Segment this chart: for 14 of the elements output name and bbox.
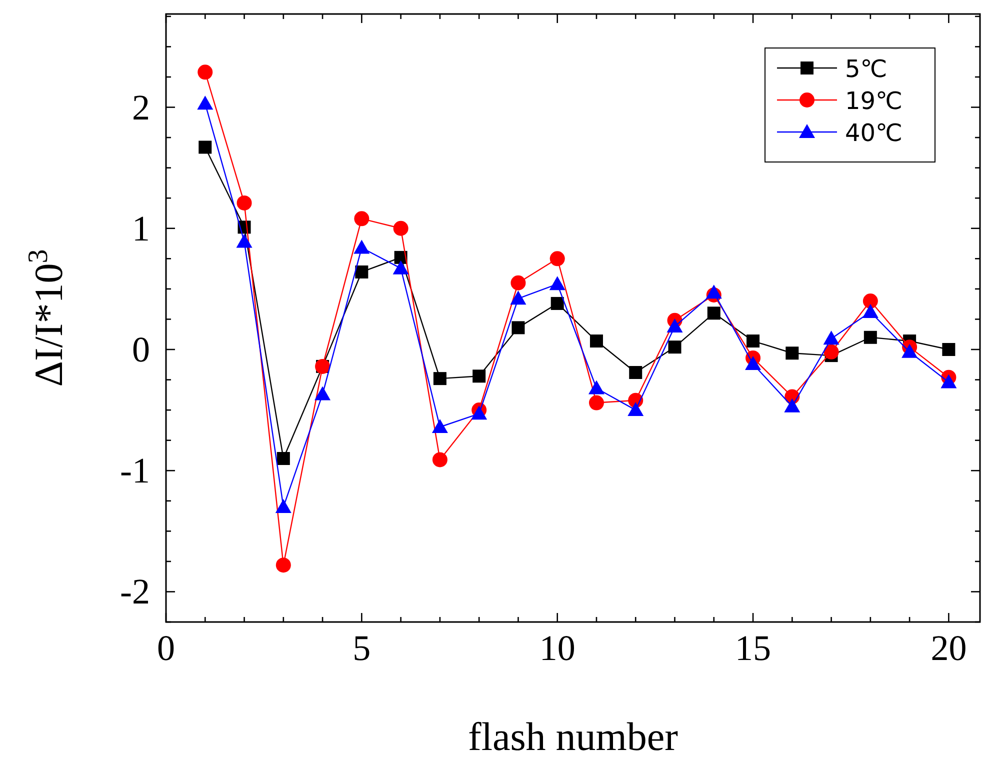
y-tick-label: 2: [132, 87, 150, 128]
y-tick-label: 1: [132, 208, 150, 248]
x-tick-label: 10: [539, 628, 576, 668]
y-tick-label: -2: [120, 572, 150, 612]
x-tick-label: 20: [930, 628, 967, 668]
y-tick-label: -1: [120, 450, 150, 491]
x-tick-label: 0: [157, 628, 175, 668]
x-tick-label: 15: [735, 628, 772, 668]
y-tick-label: 0: [132, 329, 150, 370]
x-tick-label: 5: [352, 628, 371, 668]
legend-label: 5℃: [845, 55, 888, 83]
legend-label: 40℃: [845, 119, 902, 147]
legend-label: 19℃: [845, 87, 902, 115]
x-axis-title: flash number: [468, 714, 678, 759]
